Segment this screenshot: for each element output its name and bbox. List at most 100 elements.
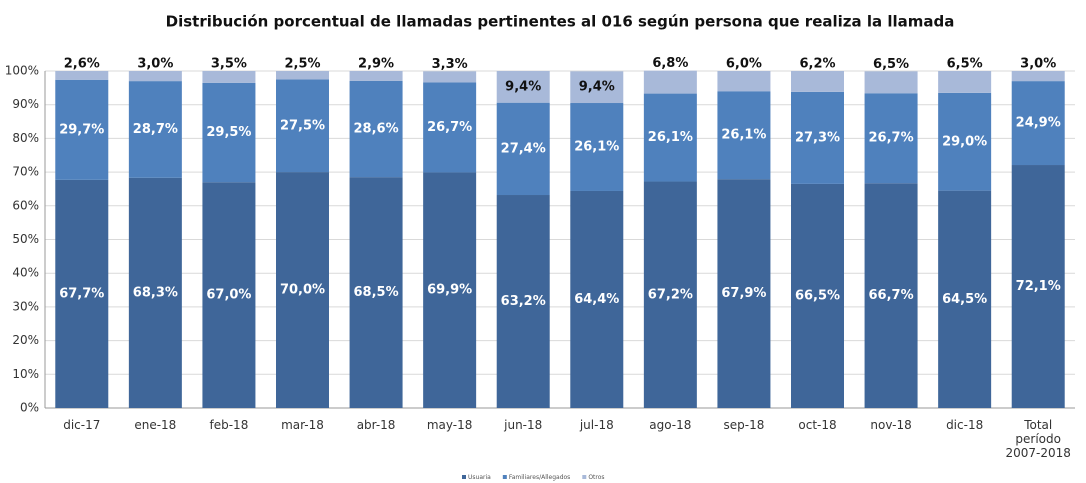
bar-segment xyxy=(55,79,109,180)
value-label: 3,3% xyxy=(432,57,468,72)
value-label: 24,9% xyxy=(1016,116,1061,131)
value-label: 6,0% xyxy=(726,57,762,72)
value-label: 3,5% xyxy=(211,57,247,72)
x-tick-label: dic-17 xyxy=(63,418,101,432)
value-label: 3,0% xyxy=(1020,57,1056,72)
value-label: 67,2% xyxy=(648,287,693,302)
bar-segment xyxy=(423,71,477,83)
value-label: 68,3% xyxy=(133,285,178,300)
value-label: 27,3% xyxy=(795,130,840,145)
y-tick-label: 40% xyxy=(12,266,39,280)
bar-segment xyxy=(423,172,477,408)
bar-segment xyxy=(349,80,403,178)
value-label: 26,7% xyxy=(427,120,472,135)
value-label: 66,7% xyxy=(869,288,914,303)
x-tick-label: jul-18 xyxy=(579,418,614,432)
x-tick-label: mar-18 xyxy=(281,418,324,432)
bar-segment xyxy=(349,71,403,81)
y-tick-label: 80% xyxy=(12,131,39,145)
value-label: 29,5% xyxy=(206,125,251,140)
bar-segment xyxy=(423,82,477,173)
bar-segment xyxy=(1011,71,1065,82)
x-tick-label: feb-18 xyxy=(209,418,249,432)
bar-segment xyxy=(202,71,256,83)
bar-segment xyxy=(128,71,182,82)
bar-segment xyxy=(276,71,329,80)
bar-segment xyxy=(55,71,109,80)
bar-segment xyxy=(128,177,182,408)
value-label: 26,1% xyxy=(648,130,693,145)
value-label: 29,7% xyxy=(59,122,104,137)
legend-swatch xyxy=(582,475,587,479)
bar-segment xyxy=(791,91,844,184)
value-label: 27,5% xyxy=(280,118,325,133)
y-tick-label: 20% xyxy=(12,333,39,347)
bar-segment xyxy=(276,79,329,173)
bar-segment xyxy=(864,93,918,184)
x-tick-label: jun-18 xyxy=(504,418,543,432)
value-label: 68,5% xyxy=(354,285,399,300)
bar-segment xyxy=(938,190,992,408)
y-tick-label: 90% xyxy=(12,97,39,111)
bar-segment xyxy=(570,71,624,104)
value-label: 66,5% xyxy=(795,288,840,303)
value-label: 6,8% xyxy=(652,56,688,71)
value-label: 28,7% xyxy=(133,122,178,137)
value-label: 6,5% xyxy=(947,57,983,72)
value-label: 3,0% xyxy=(137,57,173,72)
bar-segment xyxy=(202,82,256,183)
bar-segment xyxy=(717,179,771,408)
value-label: 70,0% xyxy=(280,283,325,298)
y-tick-label: 50% xyxy=(12,232,39,246)
value-label: 69,9% xyxy=(427,283,472,298)
value-label: 63,2% xyxy=(501,294,546,309)
bar-segment xyxy=(496,71,550,103)
value-label: 2,9% xyxy=(358,57,394,72)
y-tick-label: 0% xyxy=(20,401,39,415)
value-label: 72,1% xyxy=(1016,279,1061,294)
y-tick-label: 10% xyxy=(12,367,39,381)
bar-segment xyxy=(717,71,771,92)
value-label: 67,7% xyxy=(59,286,104,301)
y-tick-label: 70% xyxy=(12,165,39,179)
value-label: 67,0% xyxy=(206,288,251,303)
y-tick-label: 100% xyxy=(5,64,39,78)
x-tick-label: may-18 xyxy=(426,418,473,432)
value-label: 64,4% xyxy=(574,292,619,307)
legend-swatch xyxy=(502,475,507,479)
bar-segment xyxy=(864,71,918,94)
x-tick-label: nov-18 xyxy=(870,418,912,432)
chart-title: Distribución porcentual de llamadas pert… xyxy=(166,13,955,31)
bar-segment xyxy=(1011,165,1065,408)
bar-segment xyxy=(55,179,109,408)
x-tick-label: ago-18 xyxy=(649,418,692,432)
bar-segment xyxy=(1011,81,1065,166)
bar-segment xyxy=(938,92,992,191)
y-tick-label: 60% xyxy=(12,198,39,212)
bar-segment xyxy=(496,102,550,196)
value-label: 26,1% xyxy=(721,128,766,143)
bar-segment xyxy=(864,183,918,408)
legend-label: Otros xyxy=(588,474,604,481)
value-label: 2,5% xyxy=(284,57,320,72)
x-tick-label: abr-18 xyxy=(356,418,396,432)
x-tick-label: oct-18 xyxy=(798,418,837,432)
value-label: 9,4% xyxy=(505,79,541,94)
y-tick-label: 30% xyxy=(12,299,39,313)
bar-segment xyxy=(276,172,329,408)
bar-segment xyxy=(791,183,844,408)
x-tick-label: Total período 2007-2018 xyxy=(1005,418,1071,460)
bar-segment xyxy=(717,91,771,180)
bar-segment xyxy=(570,190,624,408)
bar-segment xyxy=(202,182,256,408)
bar-segment xyxy=(938,71,992,93)
value-label: 6,2% xyxy=(799,57,835,72)
bar-segment xyxy=(496,195,550,408)
value-label: 27,4% xyxy=(501,141,546,156)
bar-segment xyxy=(643,70,697,94)
value-label: 26,7% xyxy=(869,131,914,146)
legend-label: Usuaria xyxy=(468,474,491,481)
value-label: 2,6% xyxy=(64,57,100,72)
bar-segment xyxy=(791,71,844,92)
